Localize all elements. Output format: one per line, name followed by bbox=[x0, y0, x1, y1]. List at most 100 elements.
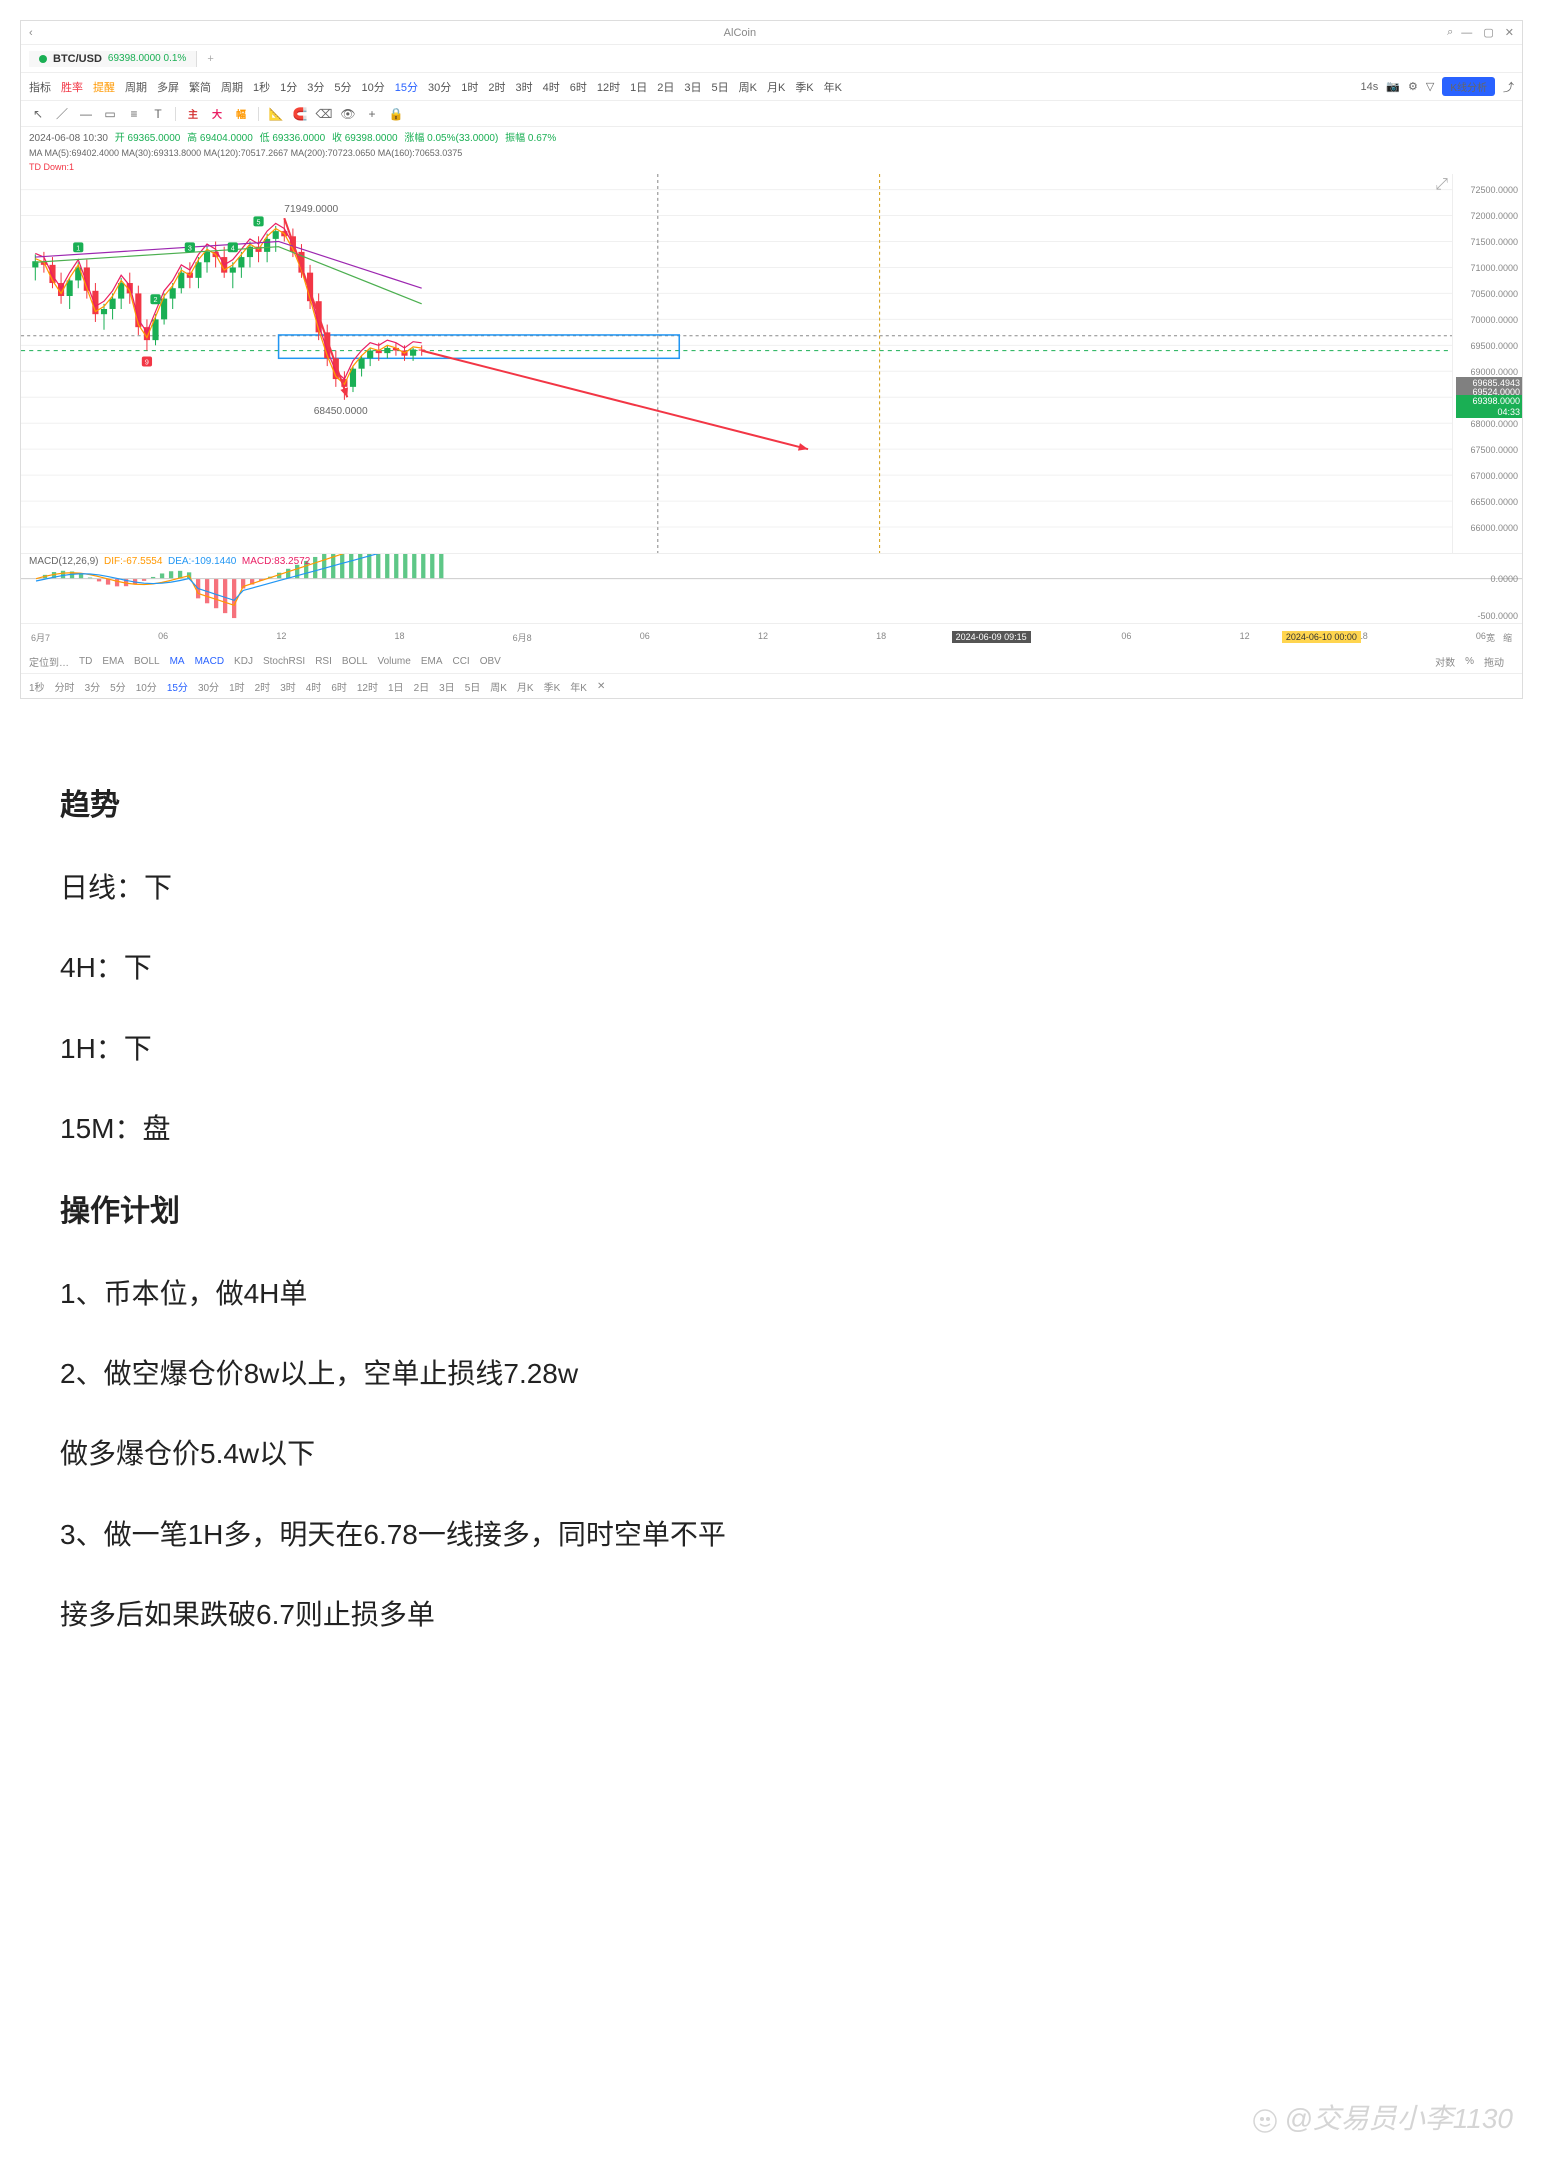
chart-area[interactable]: 71949.000068450.0000123459 72500.0000720… bbox=[21, 174, 1522, 554]
tf-bottom-5分[interactable]: 5分 bbox=[110, 679, 126, 694]
tf-bottom-1时[interactable]: 1时 bbox=[229, 679, 245, 694]
zoom-main[interactable]: 主 bbox=[184, 106, 202, 121]
indicator-EMA[interactable]: EMA bbox=[102, 656, 124, 667]
tf-bottom-12时[interactable]: 12时 bbox=[357, 679, 378, 694]
indicator-Volume[interactable]: Volume bbox=[377, 656, 410, 667]
timeframe-1秒[interactable]: 1秒 bbox=[253, 82, 270, 94]
indicator-BOLL[interactable]: BOLL bbox=[134, 656, 160, 667]
timeframe-季K[interactable]: 季K bbox=[795, 82, 813, 94]
locate-button[interactable]: 定位到… bbox=[29, 654, 69, 669]
tb-cycle[interactable]: 周期 bbox=[221, 79, 243, 95]
indicator-OBV[interactable]: OBV bbox=[480, 656, 501, 667]
lock-icon[interactable]: 🔒 bbox=[387, 105, 405, 123]
share-icon[interactable]: ⤴ bbox=[1503, 79, 1514, 95]
tf-bottom-3时[interactable]: 3时 bbox=[280, 679, 296, 694]
timeframe-2时[interactable]: 2时 bbox=[488, 82, 505, 94]
expand-icon[interactable]: ⤢ bbox=[1435, 176, 1448, 194]
timeframe-1分[interactable]: 1分 bbox=[280, 82, 297, 94]
tb-indicators[interactable]: 指标 bbox=[29, 79, 51, 95]
drag-toggle[interactable]: 拖动 bbox=[1484, 654, 1504, 669]
pct-toggle[interactable]: % bbox=[1465, 656, 1474, 667]
tf-bottom-30分[interactable]: 30分 bbox=[198, 679, 219, 694]
tf-bottom-2日[interactable]: 2日 bbox=[414, 679, 430, 694]
timeframe-4时[interactable]: 4时 bbox=[543, 82, 560, 94]
tf-bottom-1日[interactable]: 1日 bbox=[388, 679, 404, 694]
fib-icon[interactable]: ≡ bbox=[125, 105, 143, 123]
tf-bottom-1秒[interactable]: 1秒 bbox=[29, 679, 45, 694]
tf-bottom-3日[interactable]: 3日 bbox=[439, 679, 455, 694]
tf-close-icon[interactable]: ✕ bbox=[597, 681, 605, 692]
indicator-MACD[interactable]: MACD bbox=[195, 656, 224, 667]
timeframe-年K[interactable]: 年K bbox=[824, 82, 842, 94]
indicator-RSI[interactable]: RSI bbox=[315, 656, 332, 667]
axis-toggle-2[interactable]: 缩 bbox=[1503, 631, 1512, 644]
tf-bottom-4时[interactable]: 4时 bbox=[306, 679, 322, 694]
indicator-KDJ[interactable]: KDJ bbox=[234, 656, 253, 667]
tb-winrate[interactable]: 胜率 bbox=[61, 79, 83, 95]
tb-multi[interactable]: 多屏 bbox=[157, 79, 179, 95]
tf-bottom-5日[interactable]: 5日 bbox=[465, 679, 481, 694]
indicator-CCI[interactable]: CCI bbox=[452, 656, 469, 667]
indicator-TD[interactable]: TD bbox=[79, 656, 92, 667]
tb-alert[interactable]: 提醒 bbox=[93, 79, 115, 95]
text-icon[interactable]: T bbox=[149, 105, 167, 123]
timeframe-12时[interactable]: 12时 bbox=[597, 82, 620, 94]
timeframe-10分[interactable]: 10分 bbox=[362, 82, 385, 94]
timeframe-3时[interactable]: 3时 bbox=[516, 82, 533, 94]
timeframe-1日[interactable]: 1日 bbox=[630, 82, 647, 94]
settings-icon[interactable]: ⚙ bbox=[1408, 80, 1418, 93]
indicator-BOLL[interactable]: BOLL bbox=[342, 656, 368, 667]
tf-bottom-6时[interactable]: 6时 bbox=[331, 679, 347, 694]
tf-bottom-季K[interactable]: 季K bbox=[544, 679, 561, 694]
tf-bottom-分时[interactable]: 分时 bbox=[55, 679, 75, 694]
maximize-icon[interactable]: ▢ bbox=[1483, 27, 1493, 39]
camera-icon[interactable]: 📷 bbox=[1386, 80, 1400, 93]
magnet-icon[interactable]: 🧲 bbox=[291, 105, 309, 123]
ruler-icon[interactable]: 📐 bbox=[267, 105, 285, 123]
indicator-EMA[interactable]: EMA bbox=[421, 656, 443, 667]
rect-icon[interactable]: ▭ bbox=[101, 105, 119, 123]
symbol-tab-btcusd[interactable]: BTC/USD 69398.0000 0.1% bbox=[29, 51, 197, 67]
timeframe-月K[interactable]: 月K bbox=[767, 82, 785, 94]
tf-bottom-月K[interactable]: 月K bbox=[517, 679, 534, 694]
tf-bottom-2时[interactable]: 2时 bbox=[255, 679, 271, 694]
tb-period[interactable]: 周期 bbox=[125, 79, 147, 95]
timeframe-2日[interactable]: 2日 bbox=[657, 82, 674, 94]
timeframe-周K[interactable]: 周K bbox=[739, 82, 757, 94]
filter-icon[interactable]: ▽ bbox=[1426, 80, 1434, 93]
timeframe-1时[interactable]: 1时 bbox=[461, 82, 478, 94]
timeframe-5分[interactable]: 5分 bbox=[334, 82, 351, 94]
tf-bottom-10分[interactable]: 10分 bbox=[136, 679, 157, 694]
tf-bottom-3分[interactable]: 3分 bbox=[85, 679, 101, 694]
timeframe-15分[interactable]: 15分 bbox=[395, 82, 418, 94]
trendline-icon[interactable]: ／ bbox=[53, 105, 71, 123]
indicator-MA[interactable]: MA bbox=[170, 656, 185, 667]
eye-icon[interactable]: 👁 bbox=[339, 105, 357, 123]
timeframe-30分[interactable]: 30分 bbox=[428, 82, 451, 94]
close-icon[interactable]: ✕ bbox=[1505, 27, 1514, 39]
plus-icon[interactable]: + bbox=[363, 105, 381, 123]
tf-bottom-年K[interactable]: 年K bbox=[570, 679, 587, 694]
timeframe-5日[interactable]: 5日 bbox=[712, 82, 729, 94]
time-label: 06 bbox=[158, 631, 168, 644]
indicator-StochRSI[interactable]: StochRSI bbox=[263, 656, 305, 667]
timeframe-6时[interactable]: 6时 bbox=[570, 82, 587, 94]
tf-bottom-15分[interactable]: 15分 bbox=[167, 679, 188, 694]
kline-analysis-button[interactable]: K线分析 bbox=[1442, 77, 1495, 96]
zoom-extra[interactable]: 幅 bbox=[232, 106, 250, 121]
tf-bottom-周K[interactable]: 周K bbox=[490, 679, 507, 694]
cursor-icon[interactable]: ↖ bbox=[29, 105, 47, 123]
hline-icon[interactable]: — bbox=[77, 105, 95, 123]
timeframe-3分[interactable]: 3分 bbox=[307, 82, 324, 94]
minimize-icon[interactable]: — bbox=[1461, 27, 1472, 39]
tb-lang[interactable]: 繁简 bbox=[189, 79, 211, 95]
log-toggle[interactable]: 对数 bbox=[1435, 654, 1455, 669]
eraser-icon[interactable]: ⌫ bbox=[315, 105, 333, 123]
add-tab-button[interactable]: + bbox=[197, 53, 223, 65]
timeframe-3日[interactable]: 3日 bbox=[684, 82, 701, 94]
info-h: 高 69404.0000 bbox=[187, 133, 253, 144]
chart-canvas[interactable]: 71949.000068450.0000123459 bbox=[21, 174, 1452, 553]
zoom-large[interactable]: 大 bbox=[208, 106, 226, 121]
axis-toggle-1[interactable]: 宽 bbox=[1486, 631, 1495, 644]
macd-panel[interactable]: MACD(12,26,9) DIF:-67.5554 DEA:-109.1440… bbox=[21, 554, 1522, 624]
